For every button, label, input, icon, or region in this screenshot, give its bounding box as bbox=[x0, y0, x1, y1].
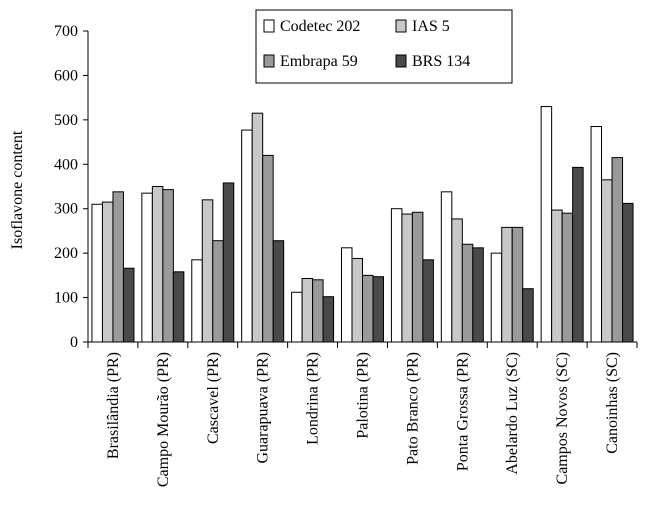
y-tick-label: 500 bbox=[54, 112, 78, 129]
legend-label: Embrapa 59 bbox=[280, 53, 358, 70]
bars-group bbox=[91, 106, 634, 343]
bar bbox=[351, 257, 363, 343]
bar bbox=[272, 240, 285, 343]
y-tick-label: 200 bbox=[54, 245, 78, 262]
bar bbox=[501, 226, 513, 343]
legend-box bbox=[255, 9, 513, 84]
bar bbox=[301, 277, 314, 343]
bar bbox=[601, 179, 613, 343]
bar bbox=[422, 259, 434, 343]
y-tick-label: 700 bbox=[54, 23, 78, 40]
bar bbox=[622, 202, 634, 343]
bar bbox=[291, 291, 303, 343]
bar bbox=[590, 126, 603, 343]
x-category-label: Abelardo Luz (SC) bbox=[504, 352, 521, 475]
bar bbox=[191, 259, 203, 343]
legend-label: BRS 134 bbox=[412, 53, 470, 70]
y-tick-label: 100 bbox=[54, 290, 78, 307]
bar bbox=[451, 218, 463, 343]
legend-label: Codetec 202 bbox=[280, 18, 360, 35]
bar bbox=[551, 209, 563, 343]
bar bbox=[401, 213, 413, 343]
legend-swatch bbox=[395, 19, 407, 33]
bar bbox=[372, 276, 384, 343]
bar bbox=[490, 252, 503, 343]
x-category-label: Brasilândia (PR) bbox=[105, 352, 122, 459]
bar bbox=[122, 267, 135, 343]
bar bbox=[362, 274, 374, 343]
bar bbox=[172, 271, 185, 343]
y-tick-label: 400 bbox=[54, 156, 78, 173]
x-category-label: Pato Branco (PR) bbox=[404, 352, 421, 465]
legend-label: IAS 5 bbox=[412, 18, 450, 35]
legend: Codetec 202 IAS 5 Embrapa 59 BRS 134 bbox=[255, 9, 513, 84]
bar bbox=[322, 296, 335, 343]
bar bbox=[572, 166, 584, 343]
bar bbox=[222, 182, 235, 343]
x-category-label: Guarapuava (PR) bbox=[255, 352, 272, 464]
bar bbox=[112, 191, 124, 343]
y-axis-title: Isoflavone content bbox=[9, 130, 26, 249]
y-tick-label: 300 bbox=[54, 201, 78, 218]
bar bbox=[201, 199, 214, 343]
bar bbox=[312, 279, 324, 343]
bar bbox=[611, 157, 624, 343]
x-category-label: Canoinhas (SC) bbox=[604, 352, 621, 454]
bar bbox=[91, 203, 103, 343]
bar bbox=[522, 288, 534, 343]
bar bbox=[411, 211, 424, 343]
bar bbox=[251, 112, 264, 343]
bar bbox=[262, 154, 274, 343]
x-category-label: Campo Mourão (PR) bbox=[155, 352, 172, 487]
bar bbox=[101, 201, 114, 343]
bar bbox=[511, 226, 524, 343]
x-category-label: Cascavel (PR) bbox=[205, 352, 222, 444]
bar bbox=[241, 129, 253, 343]
x-category-label: Palotina (PR) bbox=[355, 352, 372, 439]
bar bbox=[141, 192, 153, 343]
bar bbox=[212, 240, 224, 343]
bar bbox=[461, 243, 474, 343]
x-category-label: Campos Novos (SC) bbox=[554, 352, 571, 484]
bar bbox=[540, 106, 553, 343]
bar bbox=[390, 208, 403, 343]
y-axis: 0 100 200 300 400 500 600 700 bbox=[54, 23, 89, 351]
bar bbox=[162, 189, 174, 343]
bar bbox=[472, 247, 484, 343]
bar bbox=[341, 247, 353, 343]
legend-swatch bbox=[395, 54, 407, 68]
bar bbox=[561, 212, 574, 343]
legend-swatch bbox=[263, 19, 275, 33]
y-tick-label: 600 bbox=[54, 67, 78, 84]
x-category-label: Ponta Grossa (PR) bbox=[454, 352, 471, 471]
x-axis: Brasilândia (PR) Campo Mourão (PR) Cascave… bbox=[87, 341, 638, 487]
legend-swatch bbox=[263, 54, 275, 68]
bar bbox=[151, 186, 164, 343]
x-category-label: Londrina (PR) bbox=[305, 352, 322, 445]
bar bbox=[440, 191, 453, 343]
y-tick-label: 0 bbox=[70, 334, 78, 351]
